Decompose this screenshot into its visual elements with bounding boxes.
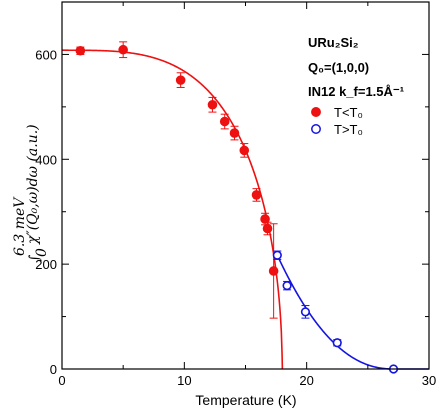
- x-tick-label: 0: [58, 373, 65, 388]
- legend-marker-above-t0: [311, 124, 321, 134]
- annotation-instrument: IN12 k_f=1.5Å⁻¹: [308, 84, 404, 99]
- data-point-below-t0: [262, 223, 273, 234]
- y-tick-label: 200: [35, 257, 57, 272]
- data-point-below-t0: [75, 45, 86, 56]
- legend: T<T₀ T>T₀: [311, 105, 363, 137]
- annotation-sample: URu₂Si₂: [308, 35, 359, 50]
- data-point-below-t0: [268, 266, 279, 276]
- y-axis-label: ∫ 6.3 meV 0 χ″(Q₀,ω)dω (a.u.): [12, 124, 50, 262]
- data-point-below-t0: [229, 128, 240, 138]
- fit-layer: [62, 49, 429, 370]
- data-point-below-t0: [175, 75, 186, 85]
- y-axis-label-body: χ″(Q₀,ω)dω (a.u.): [25, 124, 41, 245]
- data-point-below-t0: [251, 190, 262, 200]
- x-tick-label: 30: [422, 373, 436, 388]
- x-tick-label: 10: [177, 373, 191, 388]
- x-axis-label: Temperature (K): [195, 392, 296, 408]
- data-point-below-t0: [219, 116, 230, 127]
- legend-label-above-t0: T>T₀: [334, 122, 363, 137]
- data-point-above-t0: [332, 338, 342, 348]
- y-axis-label-lower: 0: [34, 248, 50, 257]
- legend-marker-below-t0: [311, 107, 321, 117]
- data-point-below-t0: [260, 214, 270, 224]
- data-point-below-t0: [118, 44, 128, 55]
- x-tick-label: 20: [299, 373, 313, 388]
- data-point-above-t0: [300, 307, 311, 317]
- data-point-above-t0: [282, 281, 292, 291]
- annotation-q0: Q₀=(1,0,0): [308, 60, 369, 75]
- fit-curve-below-t0: [62, 49, 284, 369]
- legend-label-below-t0: T<T₀: [334, 105, 363, 120]
- y-tick-label: 600: [35, 47, 57, 62]
- data-point-below-t0: [239, 145, 250, 156]
- y-tick-label: 0: [50, 362, 57, 377]
- fit-curve-above-t0: [276, 254, 429, 370]
- plot-frame: [61, 1, 430, 370]
- y-tick-label: 400: [35, 152, 57, 167]
- y-axis-label-integral: ∫: [27, 255, 43, 262]
- data-point-below-t0: [207, 99, 218, 110]
- y-axis-label-upper: 6.3 meV: [12, 196, 28, 256]
- data-point-above-t0: [272, 250, 282, 260]
